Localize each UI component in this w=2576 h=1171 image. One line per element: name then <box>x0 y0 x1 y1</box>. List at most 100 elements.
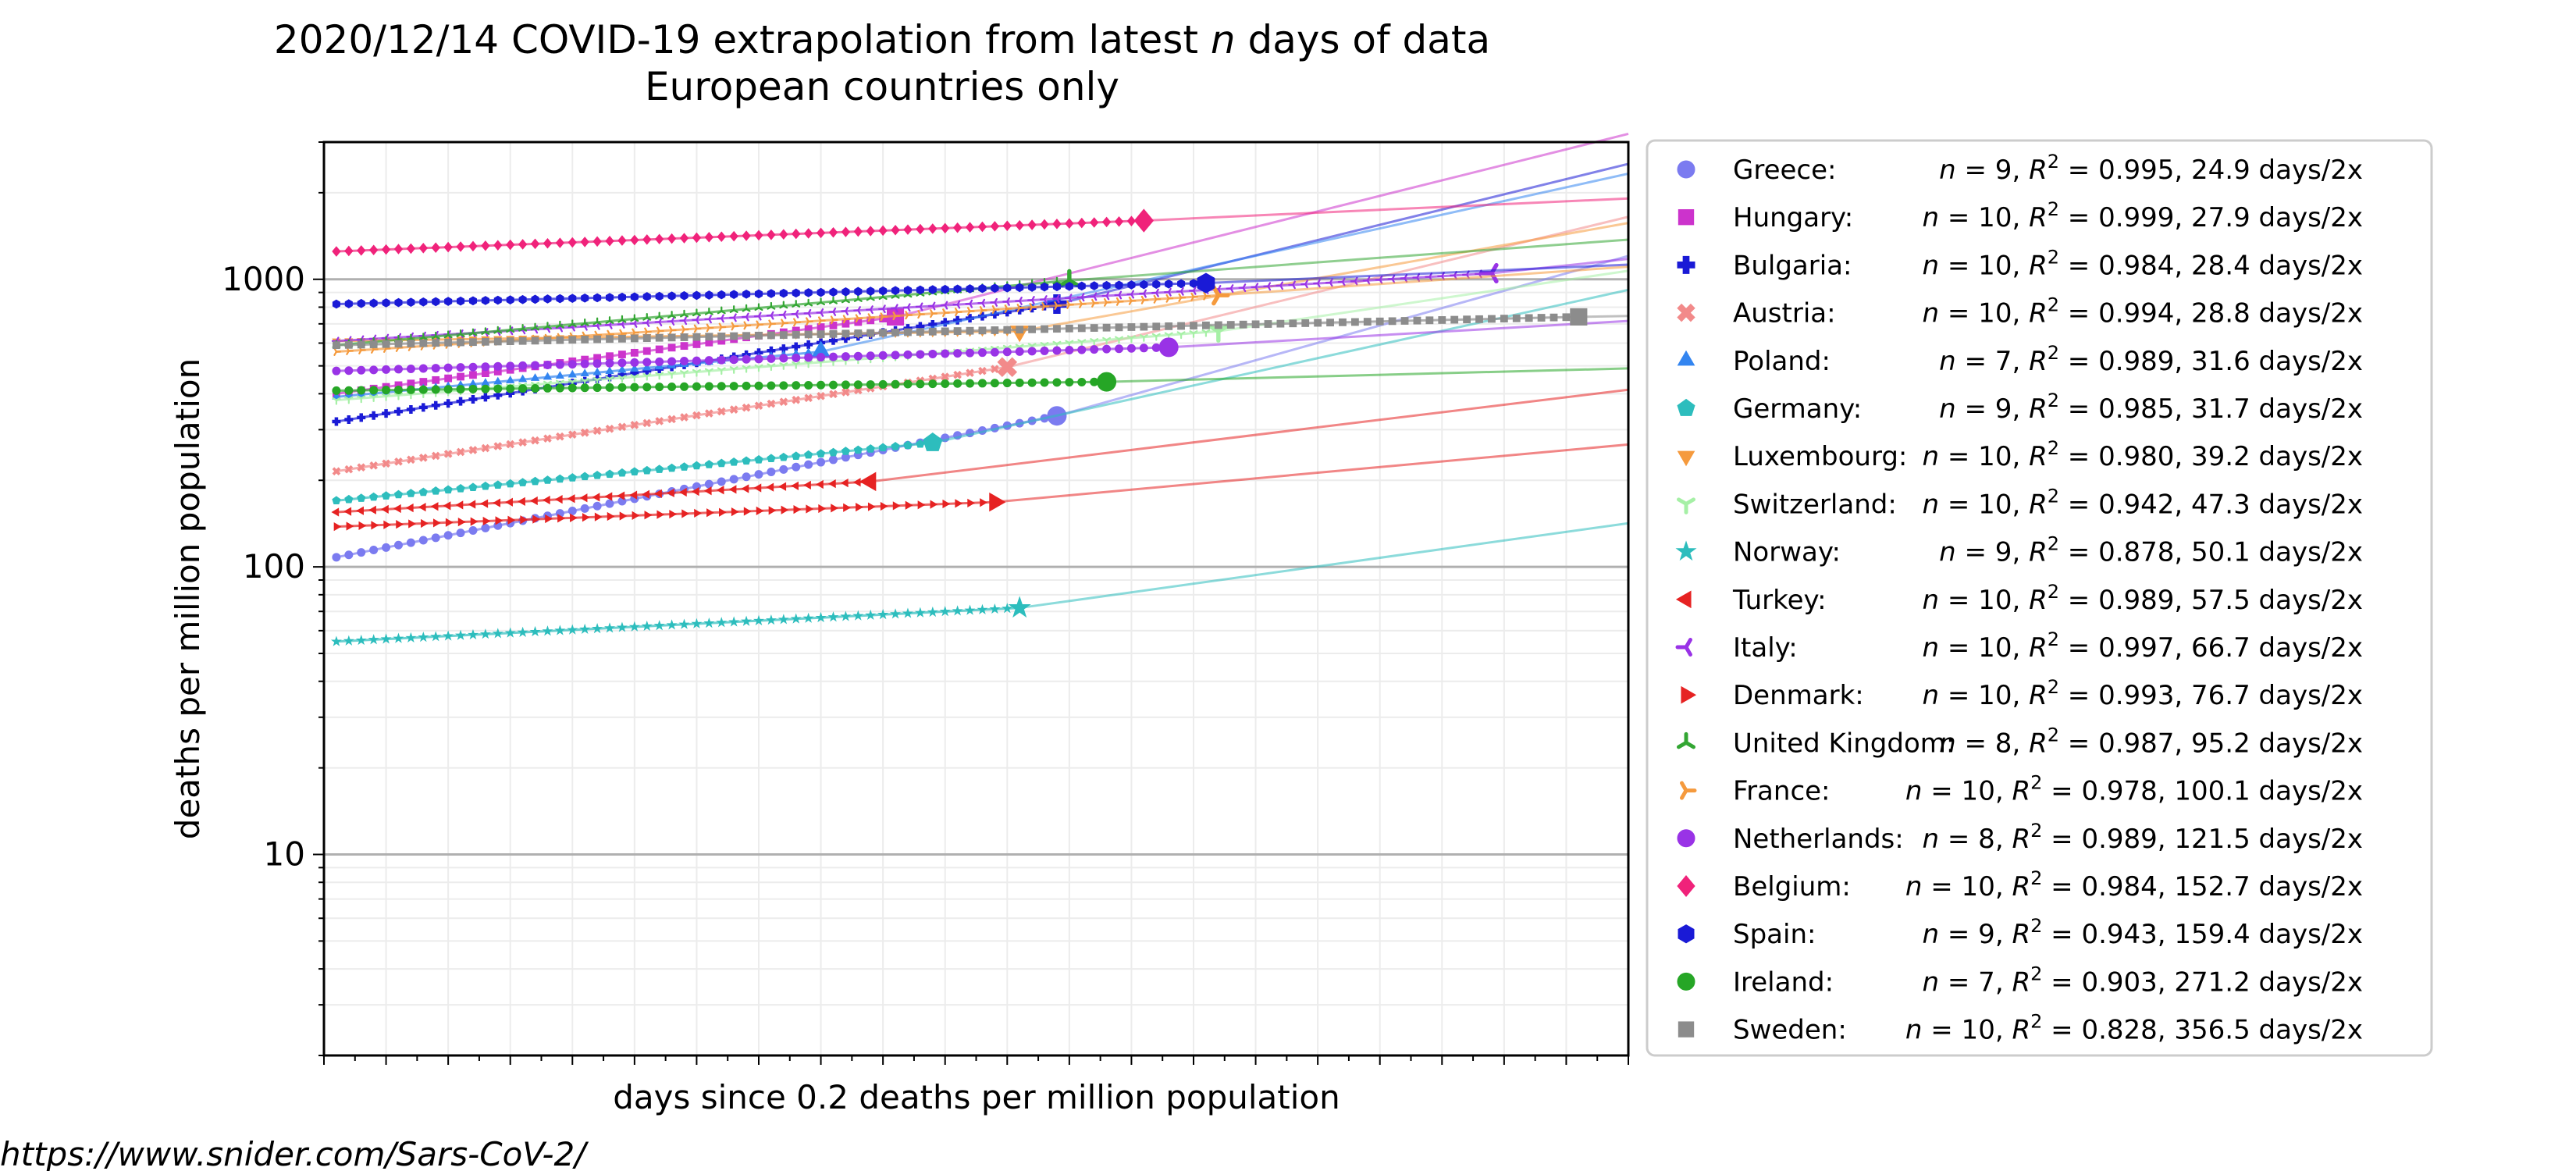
data-point <box>344 340 353 349</box>
data-point <box>506 239 515 251</box>
extrapolation-line <box>1056 254 1629 418</box>
marker-arm <box>829 390 838 399</box>
marker-arm <box>1229 287 1234 294</box>
data-point <box>804 393 813 403</box>
data-point <box>1064 294 1073 303</box>
data-point <box>841 287 850 297</box>
data-point <box>605 424 614 433</box>
data-point <box>493 361 503 371</box>
data-point <box>1065 218 1074 229</box>
data-point <box>369 244 379 256</box>
data-point <box>380 633 392 644</box>
data-point <box>941 349 950 358</box>
data-point <box>680 382 689 391</box>
marker-arm <box>621 375 627 379</box>
chart-title-line1: 2020/12/14 COVID-19 extrapolation from l… <box>274 17 1490 62</box>
data-point <box>829 287 838 297</box>
data-point <box>517 626 528 637</box>
legend-marker <box>1680 781 1697 800</box>
data-point <box>554 494 563 504</box>
y-axis-label: deaths per million population <box>169 358 207 839</box>
data-point <box>1028 325 1037 333</box>
data-point <box>1115 336 1123 344</box>
data-point <box>667 291 676 301</box>
marker-arm <box>941 372 950 381</box>
data-point <box>878 443 888 452</box>
marker-arm <box>431 335 437 340</box>
data-point <box>1126 290 1135 299</box>
data-point <box>518 478 528 486</box>
data-point <box>890 608 902 619</box>
legend-entry-poland: Poland: n = 7, R2 = 0.989, 31.6 days/2x <box>1677 342 2363 377</box>
marker-arm <box>754 307 760 311</box>
data-point <box>1425 316 1434 325</box>
latest-point <box>1480 262 1499 284</box>
data-point <box>828 455 838 464</box>
data-point <box>332 417 341 426</box>
data-point <box>393 504 401 514</box>
data-point <box>704 460 713 468</box>
marker-arm <box>1093 338 1099 342</box>
marker-arm <box>1168 332 1173 336</box>
data-point <box>767 468 776 477</box>
data-point <box>1188 286 1197 295</box>
marker-arm <box>543 434 552 443</box>
data-point <box>731 322 739 331</box>
data-point <box>941 327 949 336</box>
marker-arm <box>481 331 487 335</box>
data-point <box>829 321 838 329</box>
data-point <box>717 314 724 323</box>
data-point <box>432 339 440 347</box>
data-point <box>741 312 749 322</box>
data-point <box>1537 314 1546 322</box>
data-point <box>878 225 888 237</box>
data-point <box>1363 318 1372 326</box>
data-point <box>1040 378 1049 387</box>
marker-arm <box>592 426 602 436</box>
marker-arm <box>894 307 898 313</box>
data-point <box>966 348 975 358</box>
data-point <box>406 538 415 547</box>
data-point <box>817 380 826 390</box>
data-point <box>1091 298 1099 308</box>
data-point <box>1189 330 1198 338</box>
data-point <box>817 353 826 362</box>
data-point <box>642 347 651 355</box>
legend-stats: n = 10, R2 = 0.993, 76.7 days/2x <box>1923 676 2363 711</box>
marker-arm <box>708 318 712 324</box>
data-point <box>505 497 513 507</box>
marker-arm <box>729 309 735 313</box>
data-point <box>754 303 763 311</box>
data-point <box>506 384 515 393</box>
data-point <box>928 327 937 336</box>
data-point <box>965 222 975 233</box>
legend-marker <box>1675 590 1692 609</box>
data-point <box>855 314 863 323</box>
data-point <box>556 432 564 441</box>
marker-arm <box>757 315 762 321</box>
marker-arm <box>344 464 354 474</box>
data-point <box>381 491 391 500</box>
marker-arm <box>806 317 809 322</box>
data-point <box>978 366 987 376</box>
extrapolation-line <box>1491 258 1629 275</box>
marker-arm <box>745 365 751 369</box>
marker-arm <box>979 306 984 311</box>
data-point <box>756 506 764 516</box>
data-point <box>580 472 589 481</box>
data-point <box>346 521 354 531</box>
data-point <box>1127 280 1136 290</box>
data-point <box>642 465 652 475</box>
marker-arm <box>1203 291 1208 297</box>
data-point <box>568 383 577 393</box>
data-point <box>1450 315 1459 324</box>
data-point <box>841 295 850 304</box>
data-point <box>617 375 627 383</box>
data-point <box>903 224 913 235</box>
data-point <box>1388 317 1397 326</box>
data-point <box>779 397 788 407</box>
data-point <box>630 234 639 246</box>
data-point <box>1226 284 1234 294</box>
data-point <box>406 385 415 394</box>
